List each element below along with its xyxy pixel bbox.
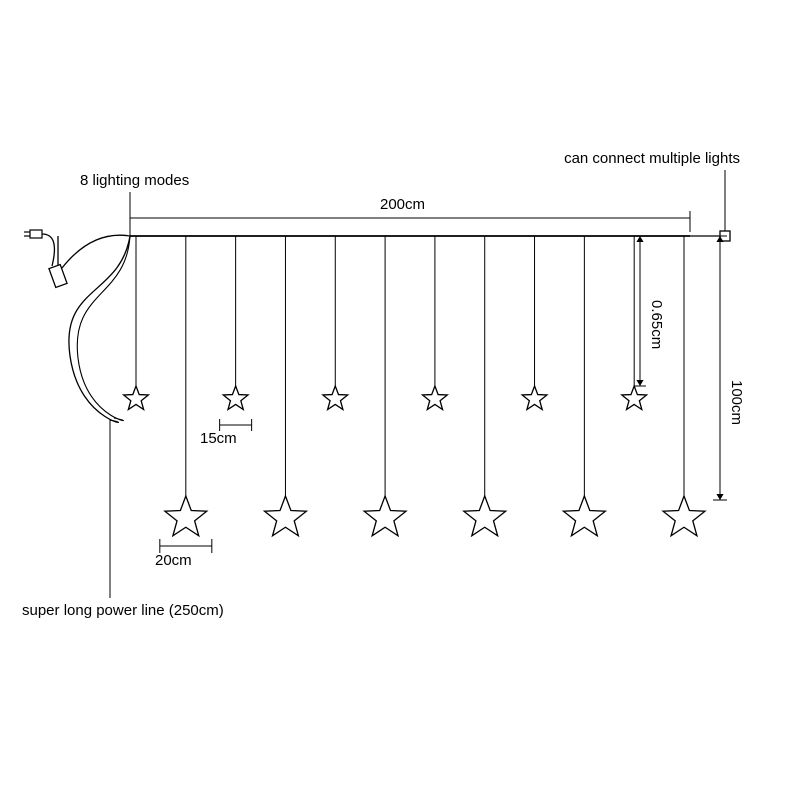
label-short-drop: 0.65cm	[648, 300, 665, 349]
label-large-star: 20cm	[155, 552, 192, 569]
label-modes: 8 lighting modes	[80, 172, 189, 189]
label-width: 200cm	[380, 196, 425, 213]
label-power-line: super long power line (250cm)	[22, 602, 224, 619]
label-height: 100cm	[728, 380, 745, 425]
label-small-star: 15cm	[200, 430, 237, 447]
label-connect: can connect multiple lights	[564, 150, 740, 167]
